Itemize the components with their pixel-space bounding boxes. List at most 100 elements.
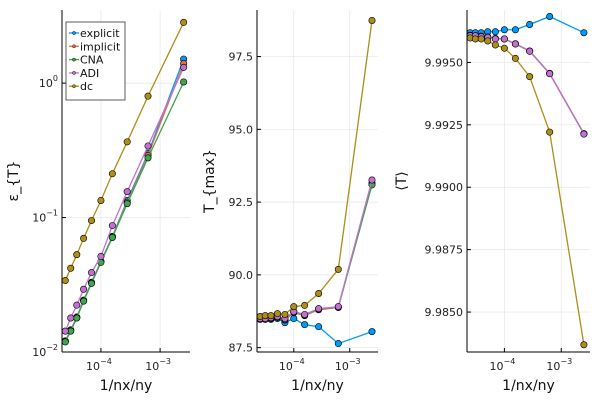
data-point-ADI (88, 269, 96, 277)
legend-marker (72, 44, 76, 49)
y-tick-label: 10−1 (32, 209, 58, 225)
y-tick-label: 9.9950 (425, 56, 464, 69)
legend-box (65, 21, 126, 101)
data-point-dc (67, 264, 75, 272)
legend-label: ADI (80, 67, 99, 80)
data-point-explicit (580, 29, 588, 37)
data-point-dc (281, 310, 289, 318)
data-point-dc (144, 92, 152, 100)
legend-item: dc (69, 80, 93, 93)
y-tick-label: 95.0 (229, 123, 254, 136)
panel-tmean: 10−4 10−3 9.9850 9.9875 9.9900 9.9925 9.9950 1… (394, 10, 590, 394)
data-point-ADI (97, 252, 105, 260)
series-ADI (61, 63, 188, 335)
y-axis-label: ⟨T⟩ (394, 171, 410, 190)
series-CNA (61, 78, 188, 346)
series-line-dc (64, 22, 185, 281)
legend-marker (72, 71, 76, 75)
data-point-dc (334, 265, 342, 273)
data-point-ADI (73, 301, 81, 309)
legend-marker (72, 84, 76, 88)
data-point-CNA (123, 200, 131, 208)
x-tick-label: 10−4 (86, 357, 112, 373)
y-tick-label: 97.5 (229, 51, 254, 64)
x-axis-label: 1/nx/ny (502, 378, 555, 394)
axes: 10−4 10−3 9.9850 9.9875 9.9900 9.9925 9.9950 (425, 10, 590, 373)
data-point-dc (484, 37, 492, 45)
data-point-ADI (180, 63, 188, 71)
data-point-dc (108, 170, 116, 178)
data-point-ADI (526, 47, 534, 55)
series-layer (466, 12, 588, 349)
legend-marker (72, 31, 76, 35)
data-point-CNA (144, 154, 152, 162)
data-point-dc (301, 301, 309, 309)
data-point-ADI (368, 176, 376, 184)
data-point-ADI (80, 285, 88, 293)
x-tick-label: 10−3 (145, 357, 171, 373)
data-point-dc (80, 234, 88, 242)
panel-tmax: 10−4 10−3 87.5 90.0 92.5 95.0 97.5 1/nx/ny T_{… (202, 10, 378, 394)
data-point-dc (88, 217, 96, 225)
data-point-dc (526, 73, 534, 81)
data-point-ADI (334, 303, 342, 311)
legend-label: dc (80, 80, 93, 93)
data-point-dc (290, 303, 298, 311)
legend-item: implicit (69, 40, 121, 53)
series-dc (61, 18, 188, 285)
data-point-explicit (526, 20, 534, 28)
legend-label: CNA (80, 54, 104, 67)
data-point-dc (273, 310, 281, 318)
data-point-dc (180, 18, 188, 26)
data-point-CNA (108, 233, 116, 241)
data-point-dc (368, 16, 376, 24)
series-line-ADI (64, 67, 185, 332)
data-point-dc (315, 289, 323, 297)
data-point-explicit (546, 12, 554, 20)
data-point-explicit (290, 315, 298, 323)
data-point-dc (267, 312, 275, 320)
y-tick-label: 87.5 (229, 342, 254, 355)
x-tick-label: 10−3 (335, 357, 361, 373)
data-point-explicit (315, 323, 323, 331)
x-tick-label: 10−3 (546, 357, 572, 373)
y-tick-label: 10−2 (32, 343, 58, 359)
y-tick-label: 92.5 (229, 196, 254, 209)
legend-label: explicit (80, 27, 120, 40)
data-point-dc (491, 41, 499, 49)
data-point-ADI (546, 70, 554, 78)
data-point-ADI (491, 35, 499, 43)
legend-item: ADI (69, 67, 99, 80)
data-point-dc (511, 54, 519, 62)
x-tick-label: 10−4 (489, 357, 515, 373)
x-axis-label: 1/nx/ny (100, 378, 153, 394)
data-point-dc (471, 35, 479, 43)
data-point-explicit (491, 28, 499, 36)
series-line-CNA (64, 81, 185, 343)
data-point-explicit (500, 26, 508, 34)
axes: 10−4 10−3 87.5 90.0 92.5 95.0 97.5 (229, 10, 378, 373)
axes: 10−4 10−3 10−2 10−1 100 (32, 10, 190, 373)
legend-marker (72, 57, 76, 62)
data-point-ADI (580, 130, 588, 138)
data-point-explicit (301, 321, 309, 329)
data-point-CNA (88, 279, 96, 287)
y-tick-label: 9.9850 (425, 306, 464, 319)
y-tick-label: 9.9900 (425, 181, 464, 194)
data-point-dc (500, 44, 508, 52)
legend-item: explicit (69, 27, 120, 40)
series-dc (466, 34, 588, 349)
data-point-CNA (73, 314, 81, 322)
data-point-explicit (368, 328, 376, 336)
y-tick-label: 9.9875 (425, 244, 464, 257)
y-tick-label: 100 (39, 74, 58, 90)
data-point-ADI (511, 40, 519, 48)
x-axis-label: 1/nx/ny (291, 378, 344, 394)
grid-lines (467, 10, 590, 352)
data-point-dc (123, 138, 131, 146)
legend-item: CNA (69, 54, 104, 67)
data-point-dc (97, 196, 105, 204)
legend-label: implicit (80, 40, 121, 53)
